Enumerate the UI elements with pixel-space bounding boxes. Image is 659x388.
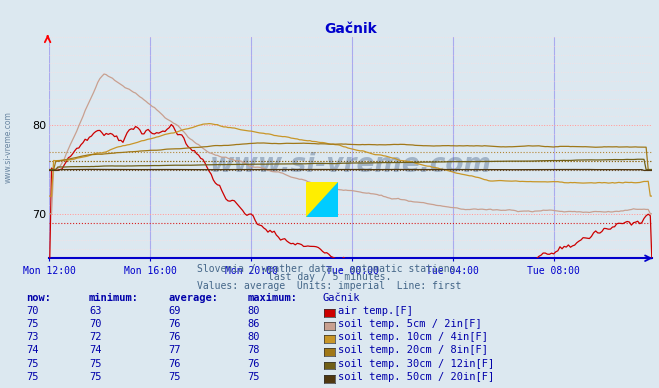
Text: 86: 86 — [247, 319, 260, 329]
Text: 76: 76 — [168, 319, 181, 329]
Text: air temp.[F]: air temp.[F] — [338, 306, 413, 316]
Text: soil temp. 10cm / 4in[F]: soil temp. 10cm / 4in[F] — [338, 332, 488, 342]
Text: last day / 5 minutes.: last day / 5 minutes. — [268, 272, 391, 282]
Text: soil temp. 5cm / 2in[F]: soil temp. 5cm / 2in[F] — [338, 319, 482, 329]
Text: 75: 75 — [26, 319, 39, 329]
Text: 75: 75 — [247, 372, 260, 382]
Text: www.si-vreme.com: www.si-vreme.com — [3, 111, 13, 184]
Title: Gačnik: Gačnik — [324, 22, 378, 36]
Text: soil temp. 20cm / 8in[F]: soil temp. 20cm / 8in[F] — [338, 345, 488, 355]
Text: 75: 75 — [26, 372, 39, 382]
Text: 77: 77 — [168, 345, 181, 355]
Text: 76: 76 — [247, 359, 260, 369]
Text: Slovenia / weather data - automatic stations.: Slovenia / weather data - automatic stat… — [197, 263, 462, 274]
Text: soil temp. 50cm / 20in[F]: soil temp. 50cm / 20in[F] — [338, 372, 494, 382]
Text: minimum:: minimum: — [89, 293, 139, 303]
Text: 72: 72 — [89, 332, 101, 342]
Text: www.si-vreme.com: www.si-vreme.com — [210, 152, 492, 178]
Text: 75: 75 — [26, 359, 39, 369]
Text: 78: 78 — [247, 345, 260, 355]
Text: 80: 80 — [247, 306, 260, 316]
Text: 75: 75 — [89, 372, 101, 382]
Text: 74: 74 — [26, 345, 39, 355]
Text: maximum:: maximum: — [247, 293, 297, 303]
Text: 63: 63 — [89, 306, 101, 316]
Text: 75: 75 — [89, 359, 101, 369]
Text: now:: now: — [26, 293, 51, 303]
Text: 80: 80 — [247, 332, 260, 342]
Text: 73: 73 — [26, 332, 39, 342]
Text: soil temp. 30cm / 12in[F]: soil temp. 30cm / 12in[F] — [338, 359, 494, 369]
Polygon shape — [306, 182, 338, 217]
Text: average:: average: — [168, 293, 218, 303]
Polygon shape — [306, 182, 338, 217]
Text: 70: 70 — [26, 306, 39, 316]
Text: 76: 76 — [168, 359, 181, 369]
Text: 70: 70 — [89, 319, 101, 329]
Text: Values: average  Units: imperial  Line: first: Values: average Units: imperial Line: fi… — [197, 281, 462, 291]
Text: 69: 69 — [168, 306, 181, 316]
Text: Gačnik: Gačnik — [323, 293, 360, 303]
Text: 76: 76 — [168, 332, 181, 342]
Text: 74: 74 — [89, 345, 101, 355]
Text: 75: 75 — [168, 372, 181, 382]
